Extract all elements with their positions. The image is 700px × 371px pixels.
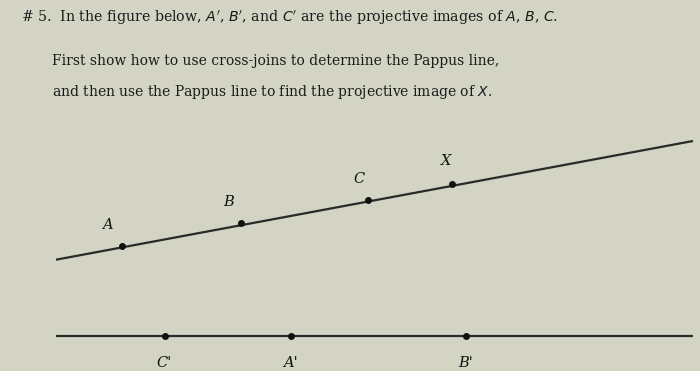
Text: # 5.  In the figure below, $A'$, $B'$, and $C'$ are the projective images of $A$: # 5. In the figure below, $A'$, $B'$, an… — [21, 9, 558, 27]
Text: First show how to use cross-joins to determine the Pappus line,: First show how to use cross-joins to det… — [52, 54, 500, 68]
Text: A: A — [102, 218, 113, 232]
Text: A': A' — [284, 356, 298, 370]
Text: B': B' — [458, 356, 473, 370]
Text: B: B — [223, 195, 235, 209]
Text: and then use the Pappus line to find the projective image of $X$.: and then use the Pappus line to find the… — [52, 83, 493, 102]
Text: C: C — [354, 172, 365, 186]
Text: C': C' — [157, 356, 172, 370]
Text: X: X — [441, 154, 451, 168]
